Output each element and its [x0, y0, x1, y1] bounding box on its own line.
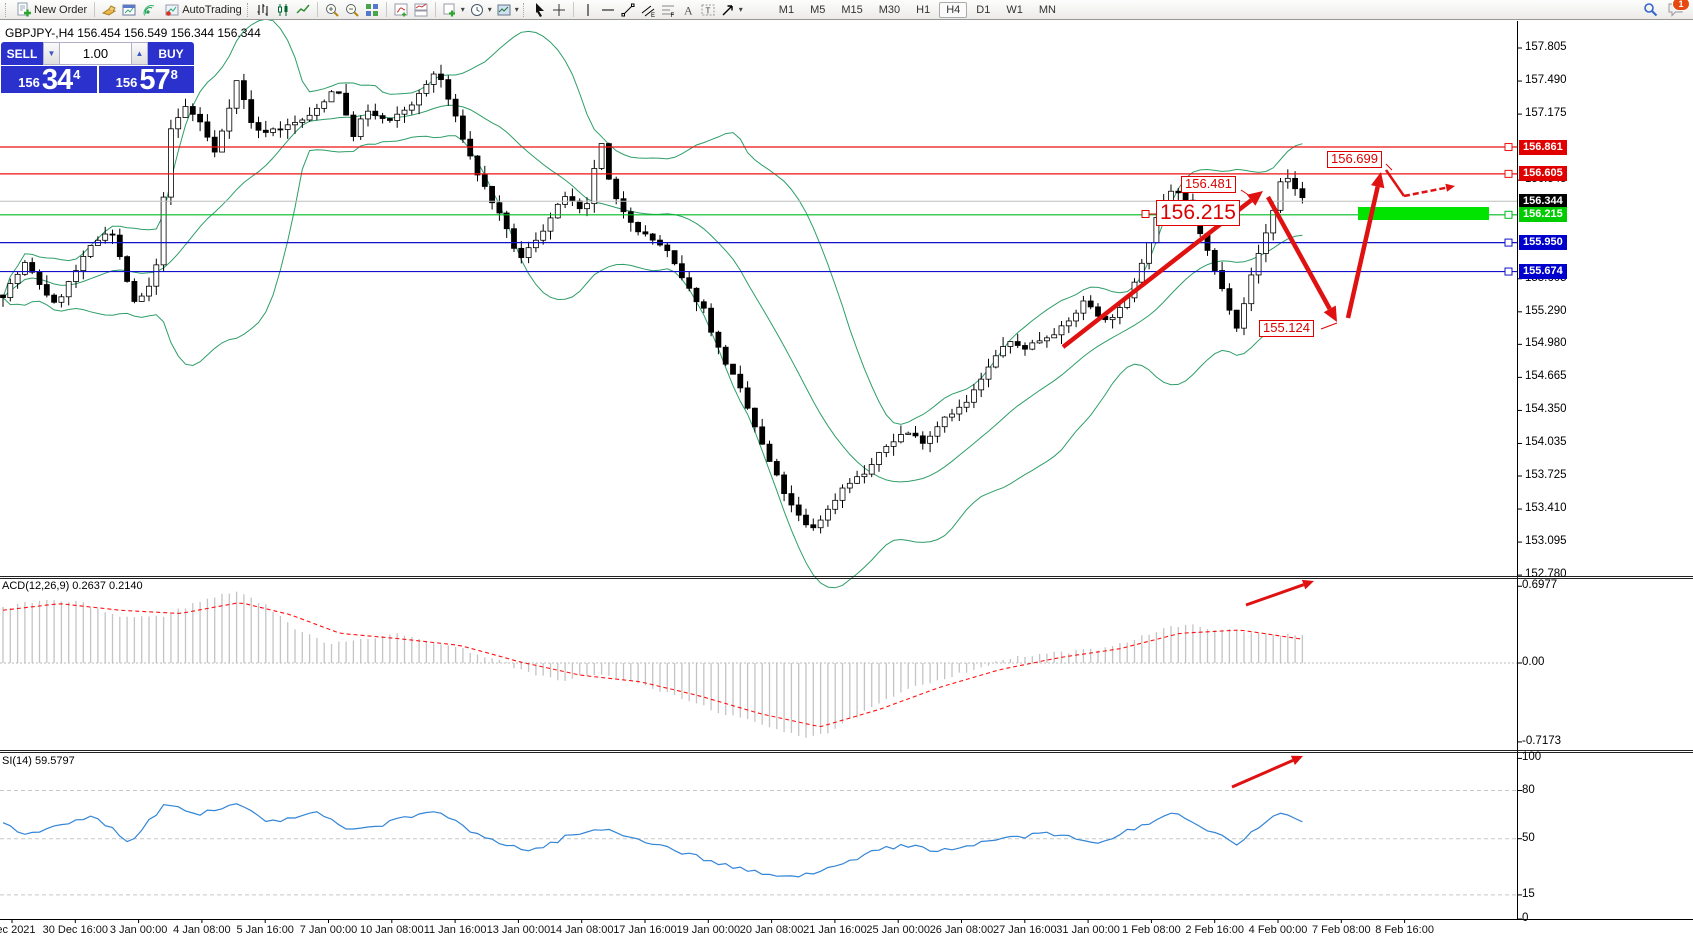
autotrading-button[interactable]: AutoTrading	[159, 1, 245, 19]
candlestick-type-icon[interactable]	[274, 1, 292, 19]
autotrading-label: AutoTrading	[182, 3, 242, 16]
zoom-in-icon[interactable]	[323, 1, 341, 19]
main-toolbar: New Order AutoTrading ▾	[0, 0, 1693, 20]
svg-text:T: T	[705, 6, 710, 15]
buy-price-panel[interactable]: 156 57 8	[98, 66, 194, 93]
text-label-icon[interactable]: T	[699, 1, 717, 19]
timeframe-m1[interactable]: M1	[778, 3, 795, 16]
sell-price-main: 34	[41, 66, 73, 93]
buy-price-prefix: 156	[115, 75, 138, 90]
indicator-windows-icon[interactable]	[412, 1, 430, 19]
volume-increase-button[interactable]: ▲	[131, 42, 148, 65]
svg-text:A: A	[684, 3, 693, 17]
buy-price-main: 57	[139, 66, 170, 93]
toolbar-grip	[246, 2, 249, 17]
toolbar-separator	[94, 2, 96, 17]
arrows-dropdown-caret[interactable]: ▾	[738, 5, 743, 14]
sell-button[interactable]: SELL	[1, 42, 43, 65]
svg-text:E: E	[651, 13, 655, 18]
level-lines-layer	[0, 143, 1517, 276]
timeframe-m15[interactable]: M15	[841, 3, 863, 16]
arrows-tool-icon[interactable]	[719, 1, 737, 19]
text-icon[interactable]: A	[679, 1, 697, 19]
tile-windows-icon[interactable]	[363, 1, 381, 19]
indicators-icon[interactable]	[392, 1, 410, 19]
sell-price-panel[interactable]: 156 34 4	[1, 66, 97, 93]
new-chart-icon[interactable]	[441, 1, 459, 19]
svg-text:F: F	[670, 13, 674, 18]
trendline-icon[interactable]	[619, 1, 637, 19]
line-chart-type-icon[interactable]	[294, 1, 312, 19]
toolbar-separator	[316, 2, 318, 17]
rsi-layer	[0, 790, 1517, 896]
new-order-label: New Order	[34, 3, 88, 16]
timeframe-h1[interactable]: H1	[916, 3, 931, 16]
candles-layer	[0, 64, 1306, 534]
toolbar-separator	[572, 2, 574, 17]
timeframe-group: M1 M5 M15 M30 H1 H4 D1 W1 MN	[771, 1, 1064, 18]
autotrading-icon	[163, 1, 181, 19]
timeframe-d1[interactable]: D1	[976, 3, 991, 16]
toolbar-separator	[385, 2, 387, 17]
periods-dropdown-caret[interactable]: ▾	[487, 5, 492, 14]
volume-input[interactable]	[60, 42, 131, 65]
notifications-chat-icon[interactable]: 1	[1666, 0, 1690, 19]
timeframe-mn[interactable]: MN	[1038, 3, 1056, 16]
macd-layer	[0, 591, 1517, 738]
styles-icon[interactable]	[100, 1, 118, 19]
vertical-line-icon[interactable]	[579, 1, 597, 19]
zoom-out-icon[interactable]	[343, 1, 361, 19]
bar-chart-type-icon[interactable]	[254, 1, 272, 19]
crosshair-icon[interactable]	[550, 1, 568, 19]
signal-icon[interactable]	[140, 1, 158, 19]
timeframe-m30[interactable]: M30	[878, 3, 901, 16]
periods-clock-icon[interactable]	[468, 1, 486, 19]
fibonacci-icon[interactable]: F	[659, 1, 677, 19]
sell-price-pip: 4	[73, 67, 81, 82]
toolbar-grip	[522, 2, 525, 17]
new-order-icon	[15, 1, 33, 19]
template-dropdown-caret[interactable]: ▾	[514, 5, 519, 14]
bollinger-bands-layer	[2, 18, 1303, 589]
supply-zone-rectangle[interactable]	[1358, 207, 1489, 220]
timeframe-w1[interactable]: W1	[1006, 3, 1023, 16]
one-click-trading-panel: SELL ▼ ▲ BUY 156 34 4 156 57 8	[1, 42, 194, 93]
volume-decrease-button[interactable]: ▼	[43, 42, 60, 65]
new-chart-dropdown-caret[interactable]: ▾	[460, 5, 465, 14]
axes-frame-layer	[0, 21, 1693, 923]
search-icon[interactable]	[1641, 1, 1659, 19]
chart-window-icon[interactable]	[120, 1, 138, 19]
new-order-button[interactable]: New Order	[11, 1, 90, 19]
buy-button[interactable]: BUY	[148, 42, 194, 65]
timeframe-h4[interactable]: H4	[939, 1, 968, 18]
equidistant-channel-icon[interactable]: E	[639, 1, 657, 19]
chart-title-ohlc: GBPJPY-,H4 156.454 156.549 156.344 156.3…	[5, 26, 261, 40]
cursor-icon[interactable]	[530, 1, 548, 19]
timeframe-m5[interactable]: M5	[810, 3, 826, 16]
horizontal-line-icon[interactable]	[599, 1, 617, 19]
notification-badge: 1	[1672, 0, 1690, 11]
template-icon[interactable]	[495, 1, 513, 19]
buy-price-pip: 8	[170, 67, 178, 82]
toolbar-separator	[434, 2, 436, 17]
toolbar-right-group: 1	[1640, 0, 1690, 19]
sell-price-prefix: 156	[18, 75, 40, 90]
toolbar-grip	[5, 2, 7, 17]
